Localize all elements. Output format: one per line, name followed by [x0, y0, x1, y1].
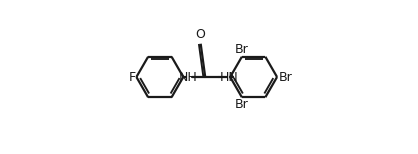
Text: Br: Br	[235, 43, 248, 56]
Text: Br: Br	[278, 71, 292, 83]
Text: F: F	[128, 71, 136, 83]
Text: Br: Br	[235, 98, 248, 111]
Text: NH: NH	[179, 71, 198, 83]
Text: HN: HN	[220, 71, 239, 83]
Text: O: O	[196, 28, 206, 41]
